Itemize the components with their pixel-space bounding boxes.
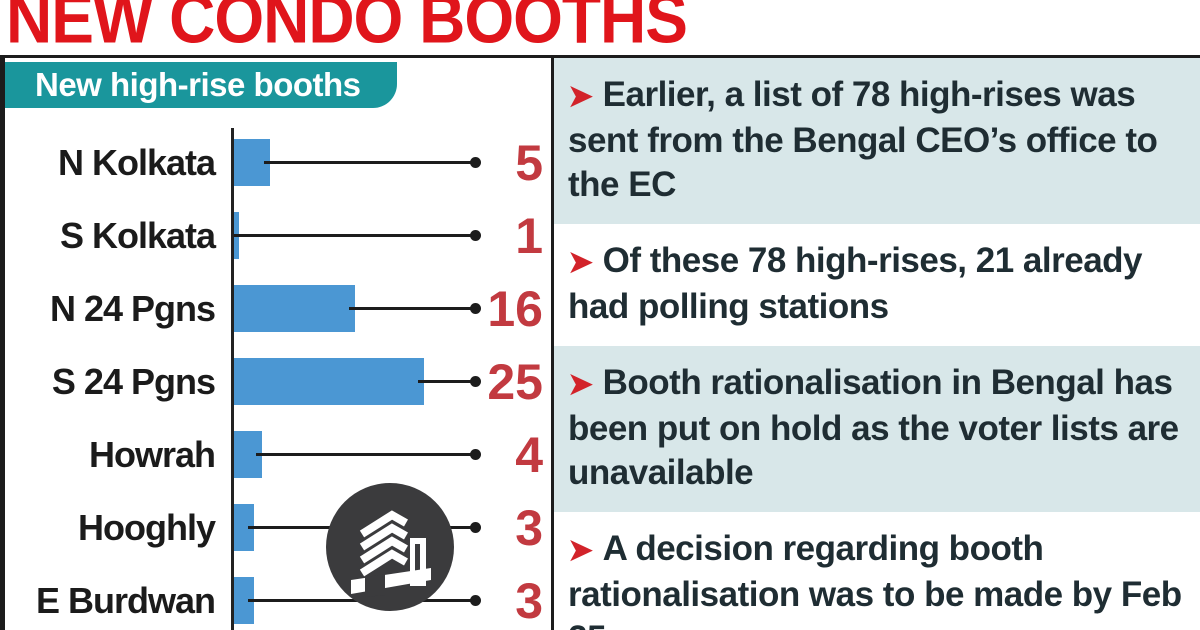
chart-panel: New high-rise booths N Kolkata 5 S Kolka… xyxy=(5,58,551,630)
leader-dot xyxy=(470,522,481,533)
panel-divider xyxy=(551,55,554,630)
leader-dot xyxy=(470,376,481,387)
facts-panel: ➤ Earlier, a list of 78 high-rises was se… xyxy=(554,58,1200,630)
bar-row: Hooghly 3 xyxy=(5,491,551,564)
bar-value: 4 xyxy=(515,426,543,483)
bar-plot: 5 xyxy=(231,126,551,199)
leader-dot xyxy=(470,157,481,168)
fact-text: Of these 78 high-rises, 21 already had p… xyxy=(568,241,1143,326)
leader-dot xyxy=(470,595,481,606)
bar-row: N Kolkata 5 xyxy=(5,126,551,199)
bar-value: 3 xyxy=(515,499,543,556)
bar-row: S 24 Pgns 25 xyxy=(5,345,551,418)
leader-dot xyxy=(470,230,481,241)
bar-value: 16 xyxy=(487,280,543,337)
fact-item: ➤ A decision regarding booth rationalisat… xyxy=(554,512,1200,630)
fact-text: Booth rationalisation in Bengal has been… xyxy=(568,363,1179,492)
bar-label: Howrah xyxy=(88,433,216,475)
bar-value: 5 xyxy=(515,134,543,191)
chart-title-badge: New high-rise booths xyxy=(5,62,397,108)
bar-value: 25 xyxy=(487,353,543,410)
bar xyxy=(231,504,254,551)
bar-label: E Burdwan xyxy=(35,579,216,621)
bar-value: 1 xyxy=(515,207,543,264)
bar-chart-rows: N Kolkata 5 S Kolkata 1 N 24 Pgns xyxy=(5,126,551,630)
bar-label: Hooghly xyxy=(78,506,216,548)
arrow-bullet-icon: ➤ xyxy=(568,368,593,401)
high-rise-building-icon xyxy=(326,483,454,611)
leader-dot xyxy=(470,303,481,314)
bar-plot: 4 xyxy=(231,418,551,491)
bar-row: Howrah 4 xyxy=(5,418,551,491)
chart-axis xyxy=(231,128,234,630)
bar-label: N 24 Pgns xyxy=(49,287,216,329)
bar xyxy=(231,139,270,186)
fact-text: A decision regarding booth rationalisati… xyxy=(568,529,1182,630)
bar-value: 3 xyxy=(515,572,543,629)
arrow-bullet-icon: ➤ xyxy=(568,80,593,113)
arrow-bullet-icon: ➤ xyxy=(568,246,593,279)
leader-line xyxy=(233,234,471,237)
bar-label: N Kolkata xyxy=(57,141,216,183)
bar-plot: 16 xyxy=(231,272,551,345)
page-title: NEW CONDO BOOTHS xyxy=(6,0,688,58)
left-edge-rule xyxy=(0,55,5,630)
bar xyxy=(231,577,254,624)
bar-plot: 1 xyxy=(231,199,551,272)
bar-label: S Kolkata xyxy=(59,214,216,256)
fact-item: ➤ Earlier, a list of 78 high-rises was se… xyxy=(554,58,1200,224)
leader-line xyxy=(264,161,471,164)
bar-row: E Burdwan 3 xyxy=(5,564,551,630)
leader-line xyxy=(349,307,471,310)
bar xyxy=(231,358,424,405)
bar-label: S 24 Pgns xyxy=(51,360,216,402)
leader-line xyxy=(418,380,471,383)
leader-line xyxy=(256,453,471,456)
bar xyxy=(231,285,355,332)
bar-plot: 25 xyxy=(231,345,551,418)
bar-row: N 24 Pgns 16 xyxy=(5,272,551,345)
fact-item: ➤ Of these 78 high-rises, 21 already had … xyxy=(554,224,1200,346)
fact-item: ➤ Booth rationalisation in Bengal has bee… xyxy=(554,346,1200,512)
bar-row: S Kolkata 1 xyxy=(5,199,551,272)
top-divider xyxy=(0,55,1200,58)
fact-text: Earlier, a list of 78 high-rises was sen… xyxy=(568,75,1158,204)
leader-dot xyxy=(470,449,481,460)
bar-chart: N Kolkata 5 S Kolkata 1 N 24 Pgns xyxy=(5,126,551,630)
arrow-bullet-icon: ➤ xyxy=(568,534,593,567)
